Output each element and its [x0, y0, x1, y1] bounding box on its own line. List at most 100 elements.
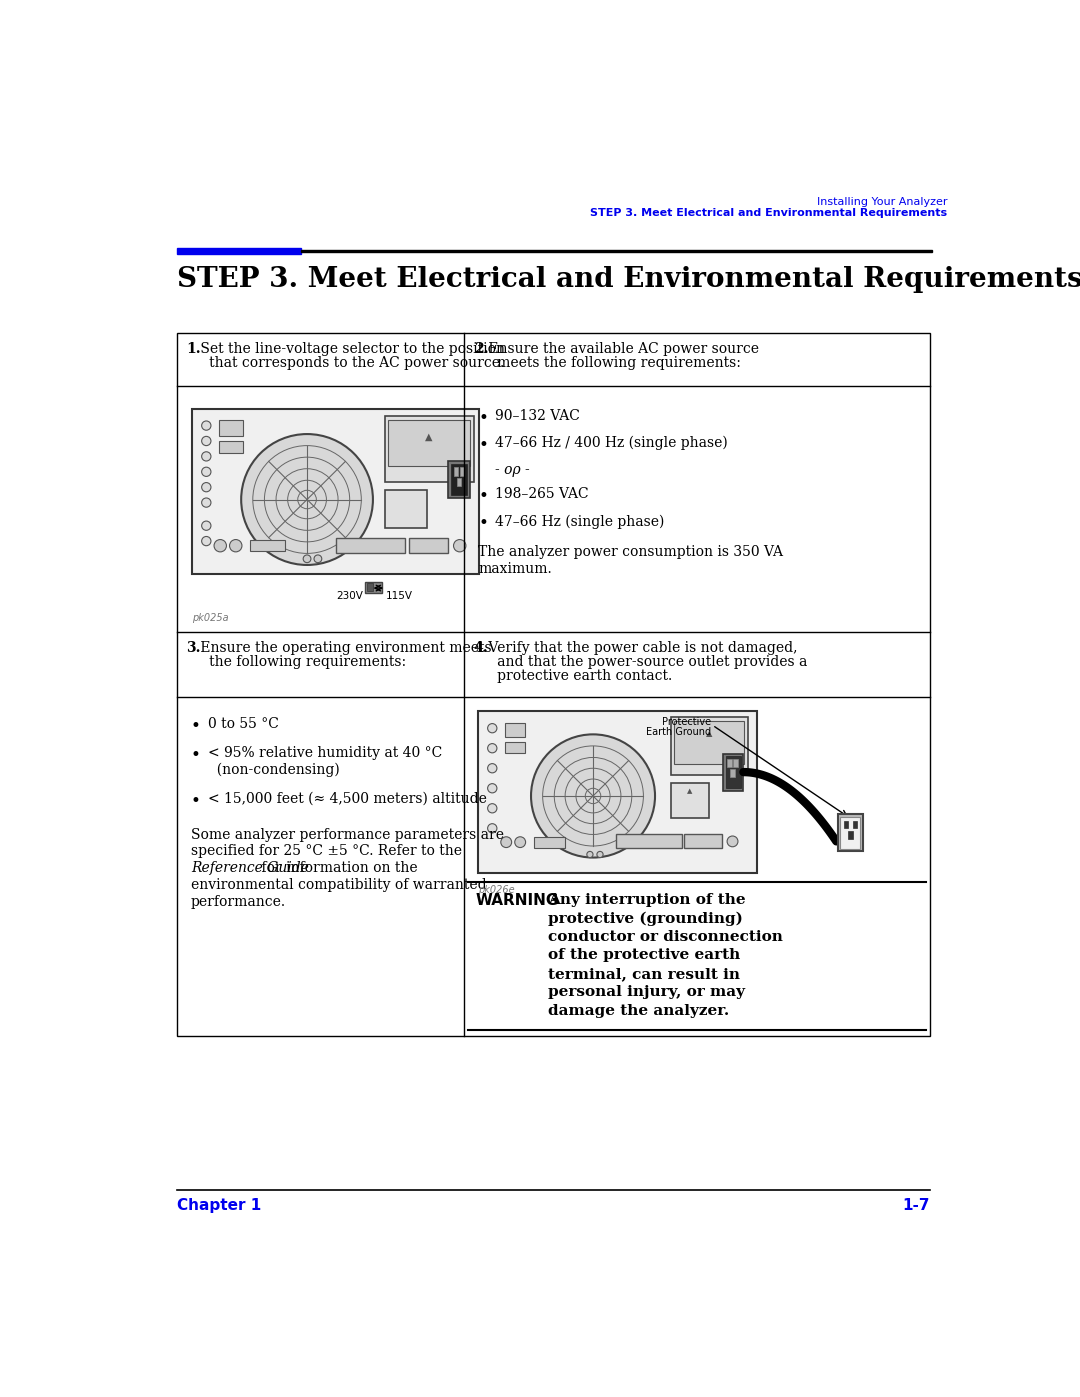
Bar — [336, 538, 405, 553]
Bar — [219, 441, 243, 453]
Text: The analyzer power consumption is 350 VA: The analyzer power consumption is 350 VA — [478, 545, 783, 559]
Text: STEP 3. Meet Electrical and Environmental Requirements: STEP 3. Meet Electrical and Environmenta… — [590, 208, 947, 218]
Text: 3.: 3. — [186, 641, 201, 655]
Circle shape — [515, 837, 526, 848]
Text: 47–66 Hz / 400 Hz (single phase): 47–66 Hz / 400 Hz (single phase) — [496, 436, 728, 450]
Text: Ensure the operating environment meets: Ensure the operating environment meets — [197, 641, 491, 655]
Text: 0 to 55 °C: 0 to 55 °C — [207, 717, 279, 731]
Bar — [724, 753, 743, 791]
Text: meets the following requirements:: meets the following requirements: — [484, 356, 741, 370]
Text: protective (grounding): protective (grounding) — [548, 911, 743, 926]
Text: maximum.: maximum. — [478, 562, 552, 576]
Circle shape — [303, 555, 311, 563]
Text: •: • — [191, 717, 201, 735]
Bar — [301, 250, 932, 251]
Text: - ορ -: - ορ - — [496, 462, 530, 476]
Text: environmental compatibility of warranted: environmental compatibility of warranted — [191, 879, 486, 893]
Text: 1-7: 1-7 — [903, 1197, 930, 1213]
Text: < 15,000 feet (≈ 4,500 meters) altitude: < 15,000 feet (≈ 4,500 meters) altitude — [207, 792, 487, 806]
Circle shape — [230, 539, 242, 552]
Bar — [848, 831, 852, 840]
Bar — [384, 416, 474, 482]
Bar — [505, 722, 525, 736]
Text: 2.: 2. — [474, 342, 488, 356]
Bar — [845, 820, 848, 828]
Text: 115V: 115V — [387, 591, 414, 601]
Text: •: • — [478, 436, 488, 454]
Text: Protective: Protective — [662, 718, 711, 728]
Bar — [674, 721, 744, 764]
Text: Installing Your Analyzer: Installing Your Analyzer — [816, 197, 947, 207]
Bar — [727, 759, 732, 767]
Text: 90–132 VAC: 90–132 VAC — [496, 409, 580, 423]
Text: < 95% relative humidity at 40 °C: < 95% relative humidity at 40 °C — [207, 746, 442, 760]
Bar — [457, 478, 461, 486]
Circle shape — [597, 851, 603, 858]
Bar — [671, 782, 710, 817]
Circle shape — [202, 521, 211, 531]
Bar — [505, 742, 525, 753]
Text: specified for 25 °C ±5 °C. Refer to the: specified for 25 °C ±5 °C. Refer to the — [191, 844, 462, 859]
Text: 198–265 VAC: 198–265 VAC — [496, 488, 589, 502]
Text: •: • — [478, 514, 488, 532]
Text: ▲: ▲ — [706, 729, 713, 738]
Text: for information on the: for information on the — [257, 862, 417, 876]
Bar — [365, 583, 382, 592]
Text: •: • — [191, 746, 201, 764]
Text: conductor or disconnection: conductor or disconnection — [548, 930, 783, 944]
Bar — [454, 467, 458, 476]
Bar — [367, 584, 373, 591]
Circle shape — [501, 837, 512, 848]
Bar — [671, 718, 748, 775]
Bar — [177, 247, 301, 254]
Text: that corresponds to the AC power source.: that corresponds to the AC power source. — [197, 356, 504, 370]
Bar — [177, 334, 930, 1037]
Text: the following requirements:: the following requirements: — [197, 655, 406, 669]
Bar — [535, 837, 565, 848]
Text: and that the power-source outlet provides a: and that the power-source outlet provide… — [484, 655, 807, 669]
Text: personal injury, or may: personal injury, or may — [548, 985, 745, 999]
Circle shape — [202, 536, 211, 546]
Bar — [451, 464, 467, 495]
Circle shape — [314, 555, 322, 563]
Bar — [726, 756, 741, 788]
Circle shape — [202, 497, 211, 507]
Circle shape — [586, 851, 593, 858]
Text: pk025a: pk025a — [192, 613, 229, 623]
Circle shape — [241, 434, 373, 564]
Text: 1.: 1. — [186, 342, 201, 356]
Circle shape — [202, 467, 211, 476]
Circle shape — [488, 784, 497, 793]
Bar — [409, 538, 448, 553]
Circle shape — [488, 764, 497, 773]
Text: pk026e: pk026e — [478, 884, 515, 894]
Text: •: • — [478, 409, 488, 426]
Circle shape — [202, 482, 211, 492]
Text: ▲: ▲ — [424, 432, 432, 441]
Bar — [730, 768, 734, 777]
Circle shape — [202, 451, 211, 461]
Circle shape — [454, 539, 465, 552]
Text: damage the analyzer.: damage the analyzer. — [548, 1004, 729, 1018]
Text: 4.: 4. — [474, 641, 488, 655]
Bar — [219, 420, 243, 436]
Text: Verify that the power cable is not damaged,: Verify that the power cable is not damag… — [484, 641, 797, 655]
Bar — [389, 420, 470, 467]
Text: performance.: performance. — [191, 895, 286, 909]
Bar — [192, 409, 480, 574]
Bar — [460, 467, 464, 476]
Circle shape — [202, 420, 211, 430]
Text: •: • — [478, 488, 488, 506]
Text: Reference Guide: Reference Guide — [191, 862, 309, 876]
Circle shape — [214, 539, 227, 552]
Bar — [478, 711, 757, 873]
Text: Earth Ground: Earth Ground — [646, 726, 711, 736]
Text: (non-condensing): (non-condensing) — [207, 763, 339, 777]
Text: WARNING: WARNING — [476, 893, 559, 908]
Bar — [838, 814, 863, 851]
Text: ▲: ▲ — [687, 788, 692, 795]
Bar — [448, 461, 470, 497]
Circle shape — [488, 724, 497, 733]
Circle shape — [488, 743, 497, 753]
Circle shape — [488, 824, 497, 833]
